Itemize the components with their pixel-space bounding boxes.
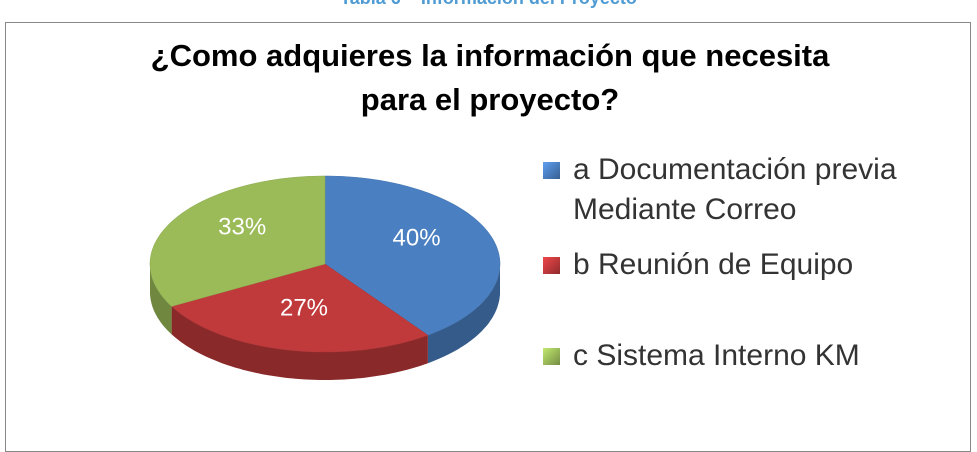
pie-side <box>171 306 428 380</box>
data-label: 40% <box>393 224 441 251</box>
legend-item: c Sistema Interno KM <box>543 336 963 376</box>
chart-title: ¿Como adquieres la información que neces… <box>150 38 830 117</box>
legend-swatch <box>543 162 560 179</box>
pie-chart: 40% 27% 33% <box>149 175 501 380</box>
data-label: 27% <box>280 295 328 322</box>
legend-swatch <box>543 257 560 274</box>
legend-item: b Reunión de Equipo <box>543 245 963 285</box>
pie-slice <box>324 175 501 336</box>
legend-item: a Documentación previa Mediante Correo <box>543 150 963 230</box>
pie-slice <box>149 175 326 307</box>
data-label: 33% <box>218 214 266 241</box>
pie-side <box>150 264 172 335</box>
legend-label: c Sistema Interno KM <box>573 339 860 372</box>
legend-label: a Documentación previa Mediante Correo <box>573 153 897 226</box>
pie-slice <box>171 263 429 353</box>
legend-swatch <box>543 348 560 365</box>
caption: Tabla 6 – Información del Proyecto <box>0 0 977 9</box>
pie-side <box>427 264 500 364</box>
legend-label: b Reunión de Equipo <box>573 248 854 281</box>
